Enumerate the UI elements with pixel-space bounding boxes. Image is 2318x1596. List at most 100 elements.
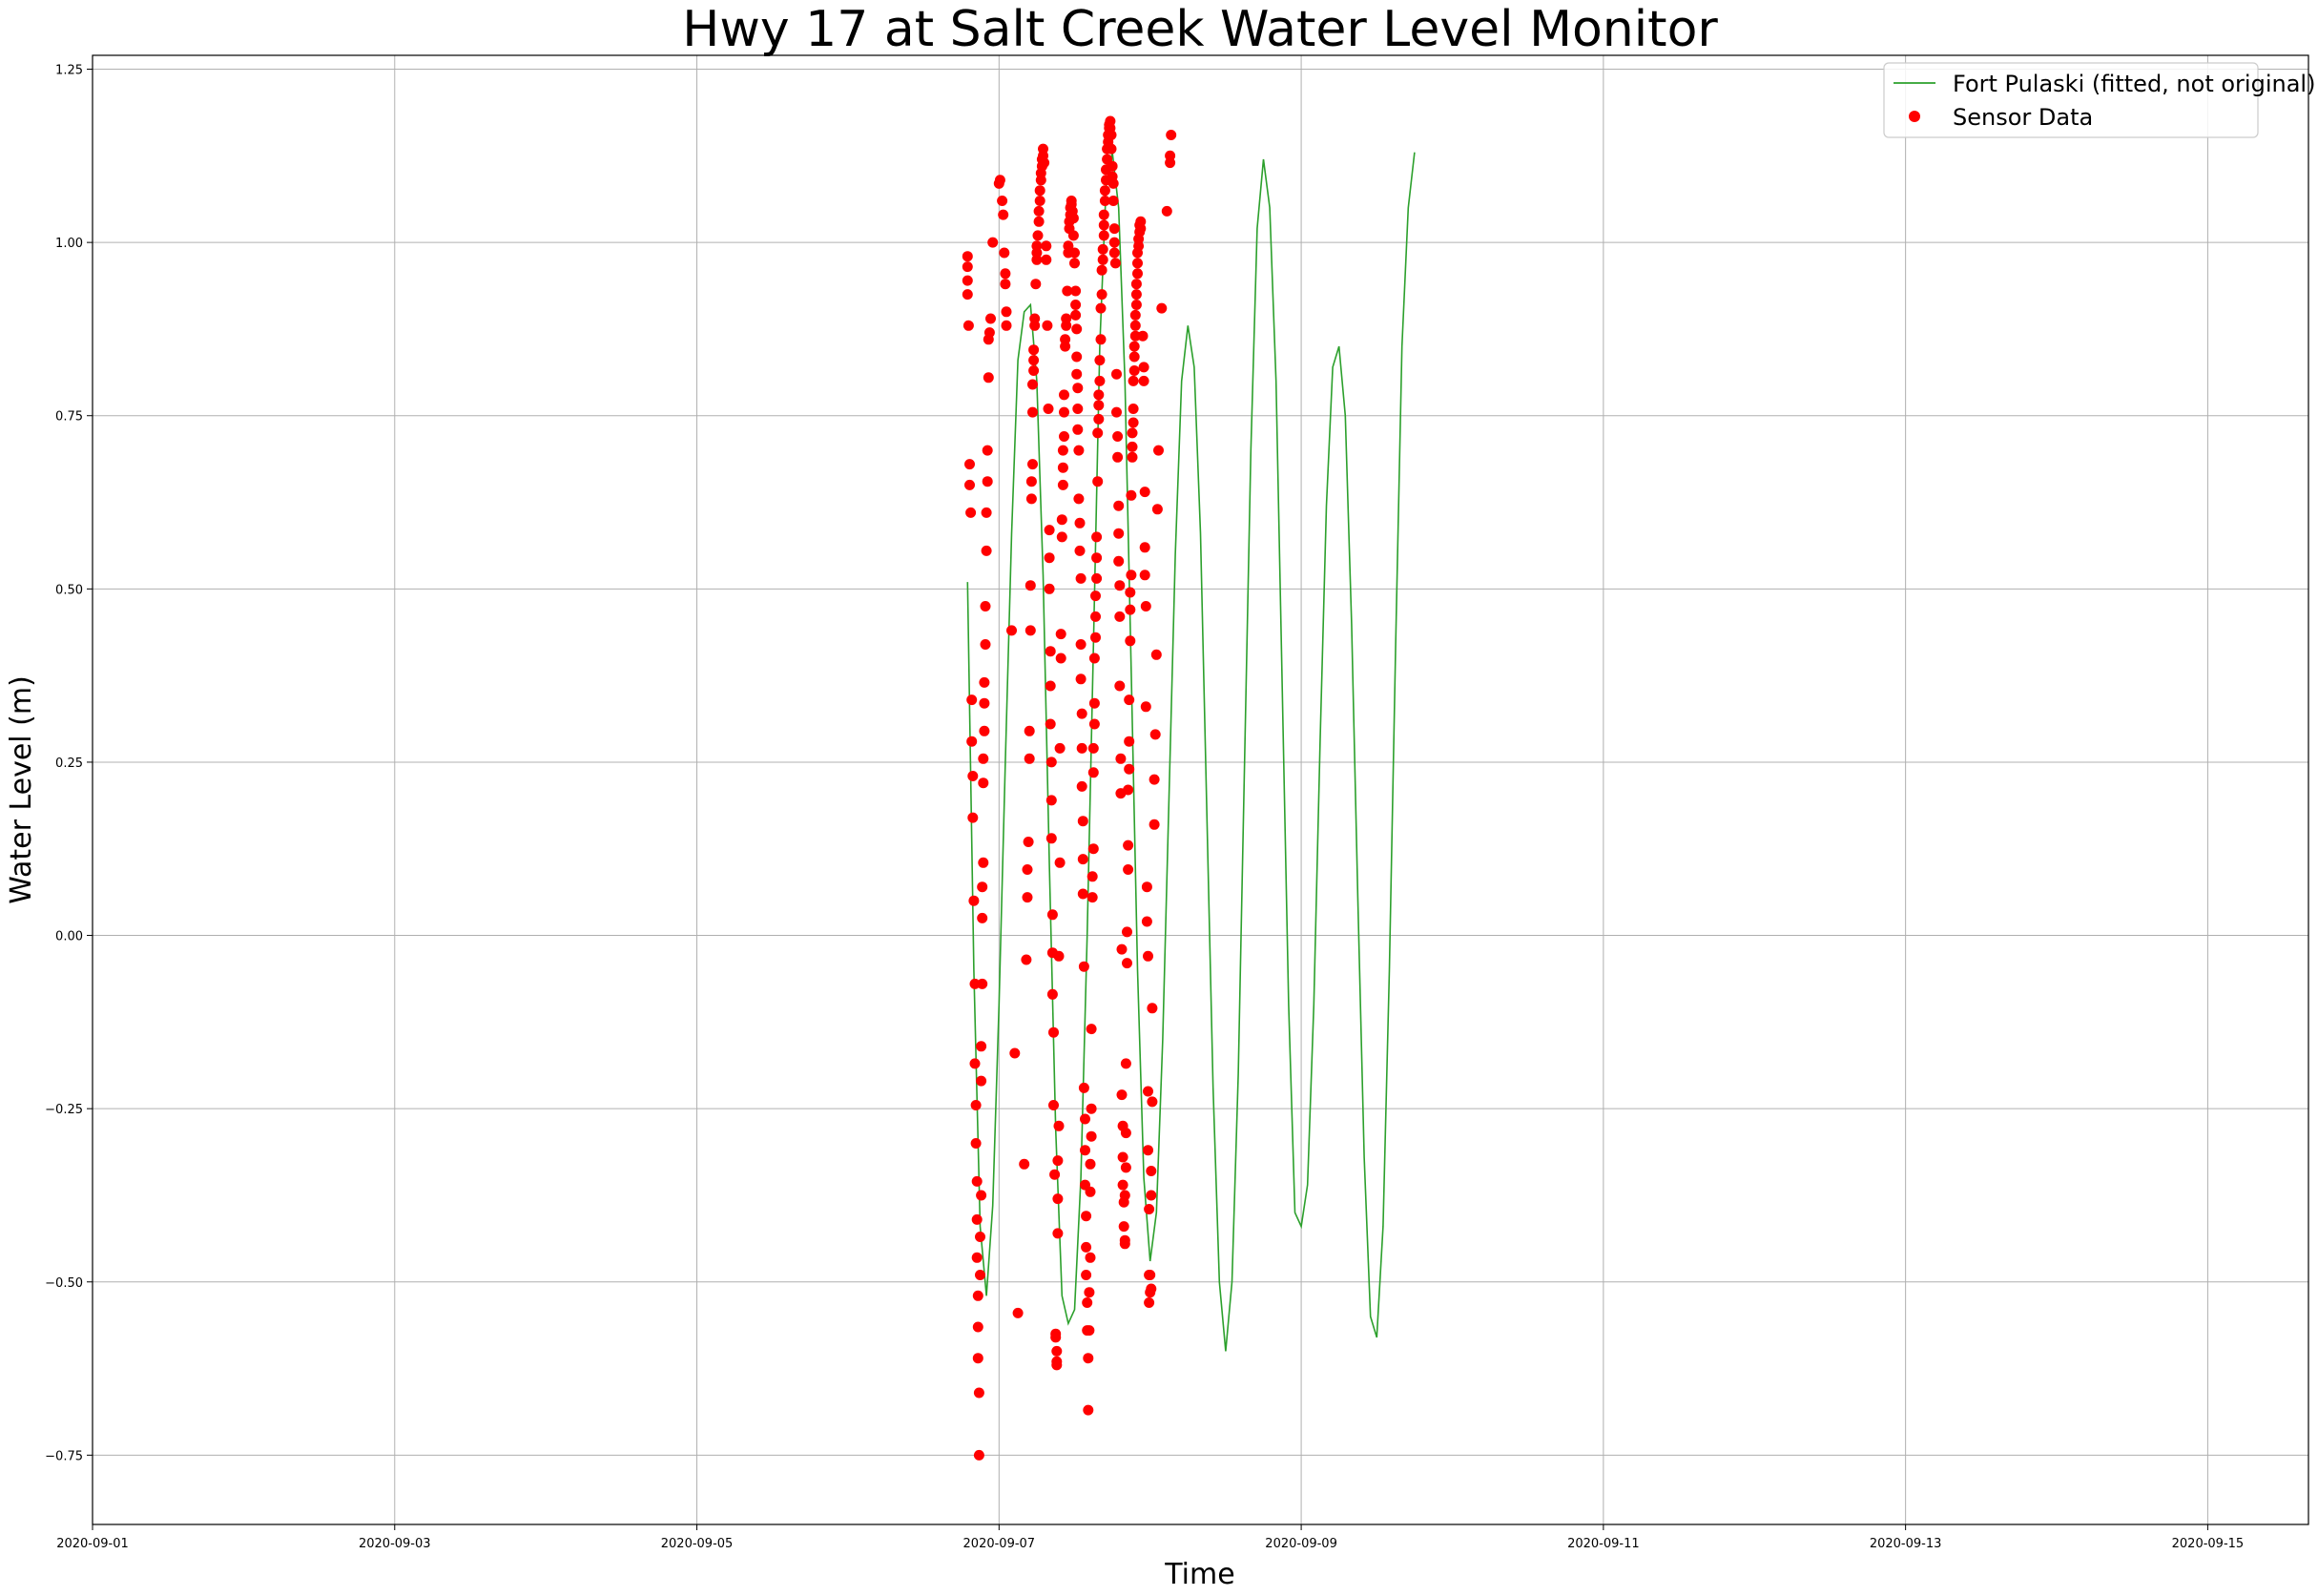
sensor-data-point	[1128, 365, 1140, 376]
sensor-data-point	[1149, 819, 1160, 830]
y-tick-label: 0.00	[55, 930, 83, 944]
sensor-data-point	[1034, 185, 1045, 197]
sensor-data-point	[1098, 209, 1109, 220]
sensor-data-point	[1122, 926, 1132, 938]
y-tick-label: −0.75	[45, 1449, 83, 1463]
sensor-data-point	[1025, 493, 1037, 505]
sensor-data-point	[971, 1252, 983, 1263]
sensor-data-point	[982, 476, 993, 487]
sensor-data-point	[1072, 404, 1084, 414]
sensor-data-point	[1146, 1283, 1157, 1295]
sensor-data-point	[1153, 445, 1164, 456]
sensor-data-point	[981, 507, 992, 518]
sensor-data-point	[1059, 406, 1069, 418]
sensor-data-point	[987, 237, 999, 248]
sensor-data-point	[1081, 1241, 1092, 1253]
sensor-data-point	[1056, 514, 1067, 526]
sensor-data-point	[1097, 254, 1108, 265]
sensor-data-point	[969, 1058, 981, 1069]
sensor-data-point	[1149, 774, 1160, 785]
sensor-data-point	[1055, 629, 1066, 640]
sensor-data-point	[973, 1387, 984, 1399]
y-axis-ticks: −0.75 −0.50 −0.25 0.00 0.25 0.50 0.75 1.00 1.25	[45, 64, 93, 1463]
sensor-data-point	[1151, 504, 1163, 515]
sensor-data-point	[1028, 355, 1040, 366]
sensor-data-point	[1051, 1359, 1063, 1371]
sensor-data-point	[1119, 1190, 1130, 1201]
sensor-data-point	[967, 812, 979, 823]
sensor-data-point	[1166, 130, 1177, 140]
sensor-data-point	[1113, 555, 1125, 567]
sensor-data-point	[1129, 330, 1141, 342]
sensor-data-point	[1149, 729, 1161, 740]
sensor-data-point	[1049, 1169, 1061, 1180]
sensor-data-point	[1062, 285, 1073, 297]
sensor-data-point	[1021, 954, 1032, 965]
sensor-data-point	[1046, 988, 1058, 1000]
sensor-data-point	[1128, 404, 1139, 414]
y-tick-label: 0.75	[55, 410, 83, 425]
sensor-data-point	[967, 771, 979, 781]
sensor-data-point	[1087, 843, 1099, 855]
x-tick-label: 2020-09-09	[1265, 1537, 1337, 1551]
sensor-data-point	[1045, 680, 1056, 692]
sensor-data-point	[1086, 1130, 1097, 1142]
sensor-data-point	[972, 1353, 983, 1364]
sensor-data-point	[1071, 351, 1083, 363]
sensor-data-point	[979, 697, 990, 709]
sensor-data-point	[1055, 653, 1066, 664]
sensor-data-point	[1071, 323, 1083, 335]
sensor-data-point	[1147, 1096, 1158, 1108]
legend-dot-swatch	[1909, 111, 1920, 122]
sensor-data-point	[1043, 404, 1054, 414]
sensor-data-point	[976, 1190, 987, 1201]
sensor-data-point	[983, 327, 995, 339]
sensor-data-point	[1156, 302, 1168, 314]
sensor-data-point	[1070, 309, 1082, 321]
sensor-data-point	[1109, 258, 1121, 269]
sensor-data-point	[1057, 445, 1068, 456]
sensor-data-point	[1113, 528, 1125, 539]
sensor-data-point	[1022, 892, 1033, 903]
sensor-data-point	[1044, 552, 1055, 564]
sensor-data-point	[969, 978, 981, 989]
sensor-data-point	[970, 1138, 982, 1149]
sensor-data-point	[1108, 237, 1120, 248]
sensor-data-point	[1067, 230, 1079, 241]
sensor-data-point	[999, 247, 1010, 259]
y-tick-label: 1.00	[55, 237, 83, 251]
sensor-data-point	[1074, 545, 1086, 556]
sensor-data-point	[994, 175, 1005, 186]
sensor-data-point	[1093, 413, 1105, 425]
sensor-data-point	[1085, 1252, 1096, 1263]
sensor-data-point	[1107, 177, 1119, 189]
sensor-data-point	[978, 857, 989, 868]
sensor-data-point	[1044, 525, 1055, 536]
sensor-data-point	[977, 978, 988, 989]
sensor-data-point	[1093, 389, 1105, 401]
sensor-data-point	[1048, 1100, 1059, 1110]
sensor-data-point	[975, 1232, 985, 1242]
sensor-data-point	[1084, 1287, 1095, 1298]
sensor-data-point	[1143, 1086, 1153, 1097]
sensor-data-point	[1144, 1204, 1155, 1214]
sensor-data-point	[1090, 611, 1101, 622]
sensor-data-point	[1070, 300, 1082, 310]
sensor-data-point	[966, 736, 978, 747]
sensor-data-point	[1076, 780, 1087, 792]
plot-frame	[92, 54, 2309, 1525]
sensor-data-point	[1059, 431, 1069, 442]
sensor-data-point	[1120, 1162, 1131, 1173]
sensor-data-point	[1031, 240, 1043, 252]
sensor-data-point	[1045, 833, 1057, 844]
sensor-data-point	[1088, 697, 1100, 709]
sensor-data-point	[1128, 417, 1139, 428]
sensor-data-point	[1042, 320, 1053, 331]
sensor-data-point	[1147, 1003, 1158, 1014]
sensor-data-point	[1129, 320, 1141, 331]
sensor-data-point	[971, 1175, 983, 1187]
sensor-data-point	[1093, 400, 1105, 411]
sensor-data-point	[1048, 1026, 1059, 1038]
sensor-data-point	[1128, 375, 1139, 386]
sensor-data-point	[972, 1290, 983, 1301]
